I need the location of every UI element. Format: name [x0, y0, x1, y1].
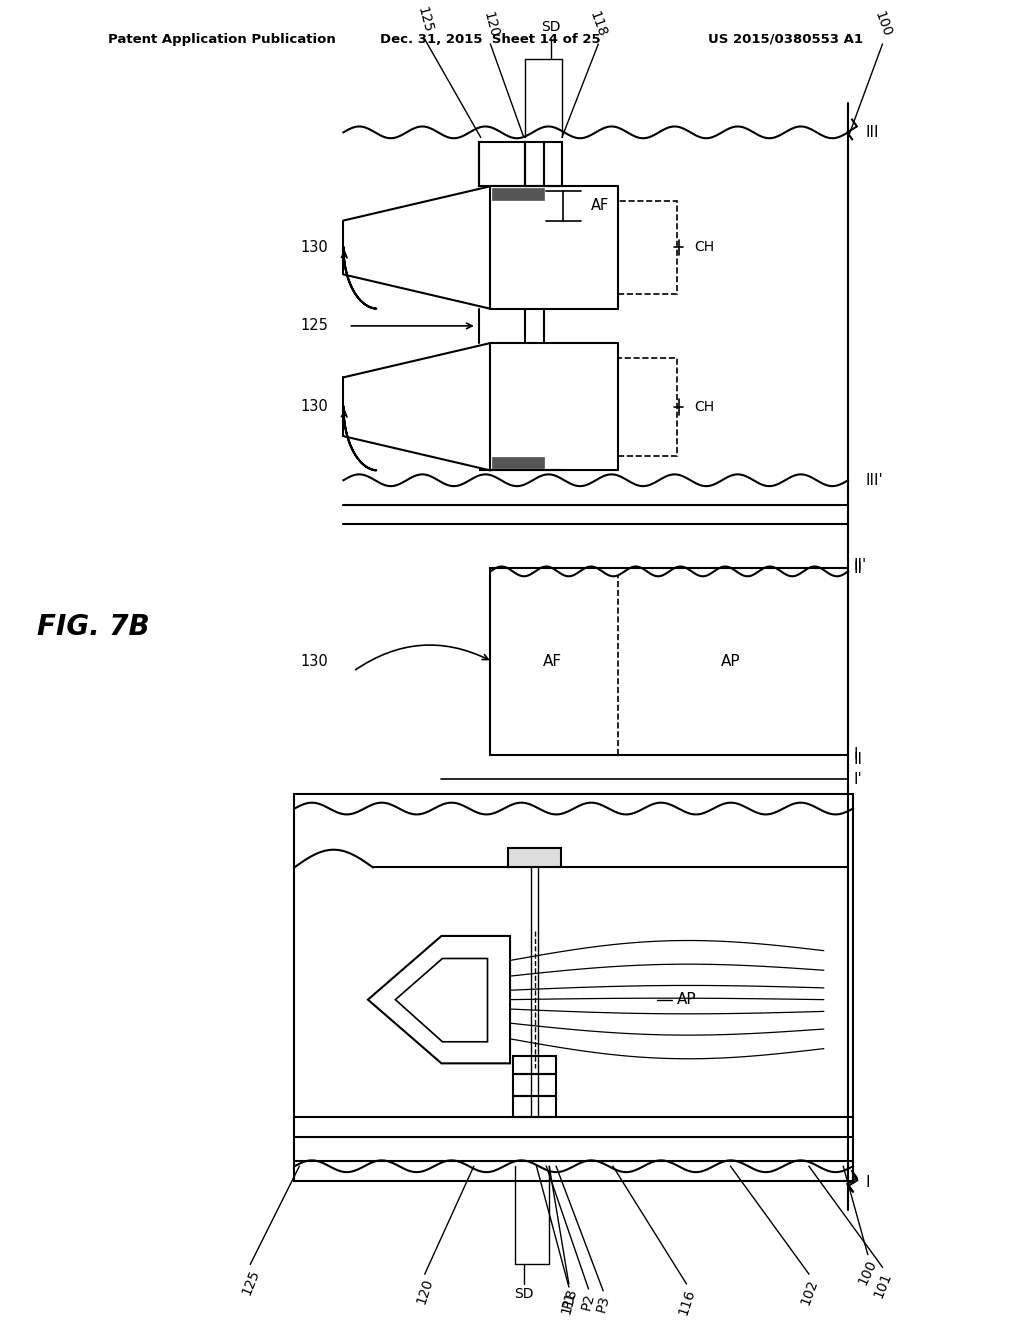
Bar [478, 143, 524, 186]
Text: US 2015/0380553 A1: US 2015/0380553 A1 [708, 33, 863, 46]
Text: FIG. 7B: FIG. 7B [37, 614, 150, 642]
Bar [524, 143, 562, 186]
Text: 100: 100 [856, 1258, 880, 1287]
Bar [513, 1074, 556, 1096]
Text: Dec. 31, 2015  Sheet 14 of 25: Dec. 31, 2015 Sheet 14 of 25 [380, 33, 601, 46]
Bar [493, 457, 545, 469]
Text: 125: 125 [300, 318, 328, 334]
Bar [617, 201, 677, 294]
Text: I': I' [853, 772, 862, 787]
Text: 118: 118 [559, 1287, 579, 1316]
Text: 130: 130 [300, 653, 328, 669]
Text: 130: 130 [300, 399, 328, 414]
Bar [295, 793, 853, 1181]
Text: 100: 100 [871, 9, 894, 40]
Text: AP: AP [721, 653, 740, 669]
Text: 120: 120 [480, 11, 501, 40]
Text: SD: SD [514, 1287, 534, 1300]
Text: III': III' [865, 473, 884, 488]
Text: 125: 125 [415, 5, 435, 34]
Text: 116: 116 [676, 1287, 697, 1316]
Text: AF: AF [591, 198, 608, 214]
Text: 130: 130 [300, 240, 328, 255]
Bar [490, 569, 848, 755]
Text: CH: CH [694, 400, 715, 413]
Text: II: II [853, 752, 862, 767]
Text: 120: 120 [414, 1276, 435, 1307]
Bar [617, 358, 677, 455]
Text: P1: P1 [560, 1290, 578, 1309]
Text: 125: 125 [239, 1267, 262, 1296]
Text: I: I [853, 747, 857, 762]
Bar [493, 189, 545, 199]
Text: II': II' [853, 558, 866, 573]
Text: P2: P2 [580, 1292, 597, 1312]
Text: 102: 102 [798, 1276, 820, 1307]
Text: SD: SD [542, 20, 561, 34]
Bar [508, 847, 561, 867]
Bar [513, 1096, 556, 1117]
Text: II: II [853, 561, 862, 576]
Text: Patent Application Publication: Patent Application Publication [109, 33, 336, 46]
Text: 118: 118 [587, 9, 609, 40]
Bar [513, 1056, 556, 1074]
Text: I: I [865, 1175, 870, 1191]
Text: III: III [865, 125, 880, 140]
Text: CH: CH [694, 240, 715, 255]
Text: AF: AF [543, 653, 562, 669]
Text: AP: AP [677, 993, 696, 1007]
Text: 101: 101 [871, 1270, 894, 1300]
Text: P3: P3 [594, 1294, 612, 1313]
